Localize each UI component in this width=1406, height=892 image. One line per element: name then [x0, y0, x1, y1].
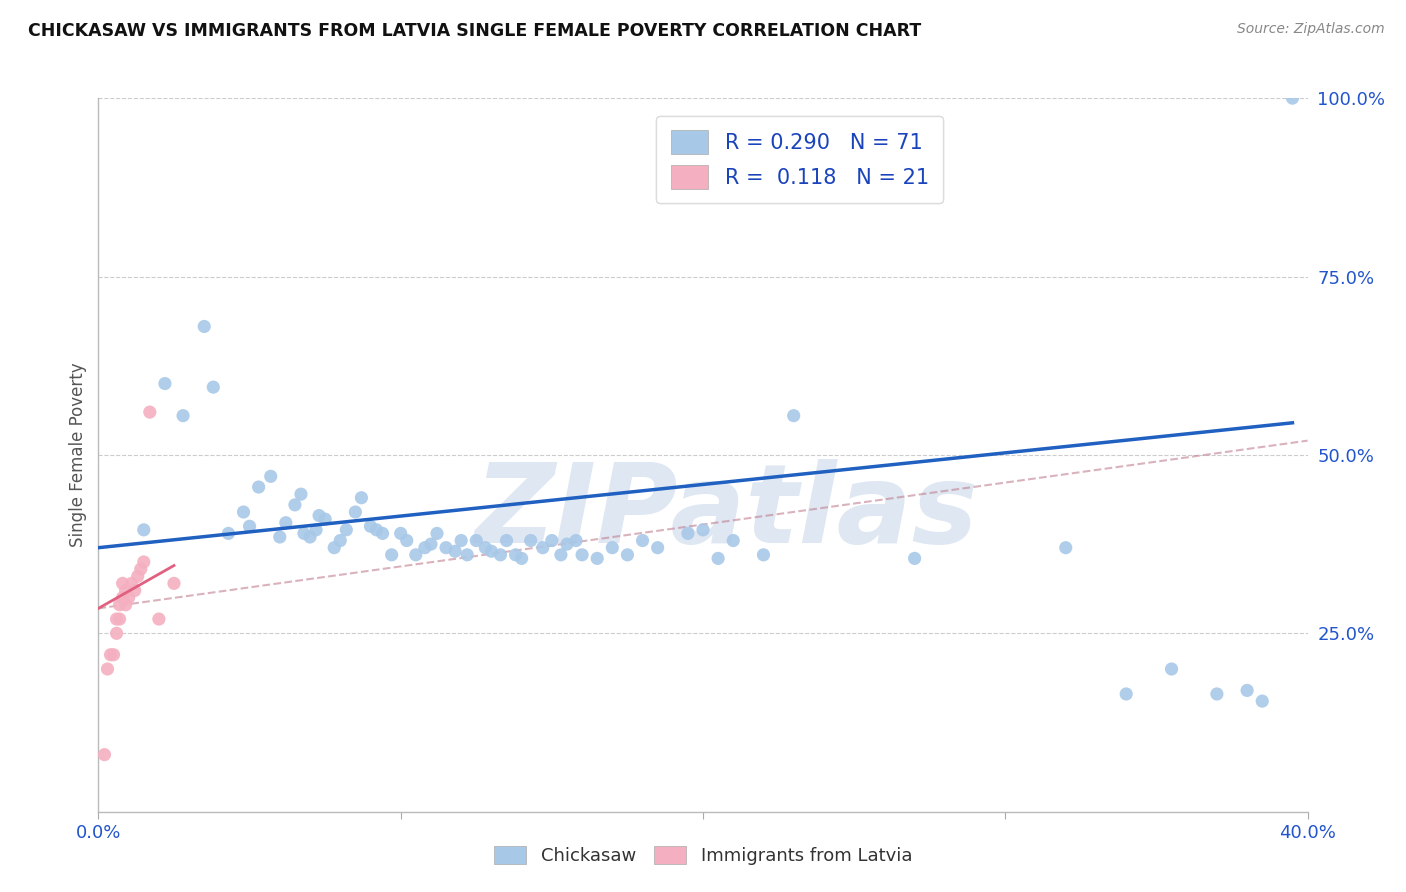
- Point: [531, 541, 554, 555]
- Point: [105, 626, 128, 640]
- Point: [350, 491, 373, 505]
- Y-axis label: Single Female Poverty: Single Female Poverty: [69, 363, 87, 547]
- Point: [114, 598, 136, 612]
- Point: [1251, 694, 1274, 708]
- Point: [121, 576, 143, 591]
- Point: [108, 612, 131, 626]
- Point: [103, 648, 125, 662]
- Point: [395, 533, 418, 548]
- Point: [127, 569, 149, 583]
- Point: [284, 498, 307, 512]
- Point: [465, 533, 488, 548]
- Point: [108, 598, 131, 612]
- Point: [616, 548, 638, 562]
- Point: [489, 548, 512, 562]
- Point: [308, 508, 330, 523]
- Point: [707, 551, 730, 566]
- Point: [413, 541, 436, 555]
- Point: [232, 505, 254, 519]
- Point: [782, 409, 804, 423]
- Point: [540, 533, 562, 548]
- Point: [555, 537, 578, 551]
- Point: [450, 533, 472, 548]
- Point: [292, 526, 315, 541]
- Point: [1206, 687, 1229, 701]
- Point: [329, 533, 352, 548]
- Point: [550, 548, 572, 562]
- Point: [132, 523, 155, 537]
- Text: Source: ZipAtlas.com: Source: ZipAtlas.com: [1237, 22, 1385, 37]
- Point: [129, 562, 152, 576]
- Point: [571, 548, 593, 562]
- Point: [752, 548, 775, 562]
- Point: [1281, 91, 1303, 105]
- Point: [217, 526, 239, 541]
- Point: [586, 551, 609, 566]
- Point: [505, 548, 527, 562]
- Point: [631, 533, 654, 548]
- Point: [444, 544, 467, 558]
- Point: [721, 533, 744, 548]
- Point: [676, 526, 699, 541]
- Point: [269, 530, 291, 544]
- Point: [371, 526, 394, 541]
- Point: [105, 612, 128, 626]
- Text: CHICKASAW VS IMMIGRANTS FROM LATVIA SINGLE FEMALE POVERTY CORRELATION CHART: CHICKASAW VS IMMIGRANTS FROM LATVIA SING…: [28, 22, 921, 40]
- Point: [389, 526, 412, 541]
- Point: [202, 380, 225, 394]
- Point: [93, 747, 115, 762]
- Point: [344, 505, 367, 519]
- Point: [247, 480, 270, 494]
- Point: [124, 583, 146, 598]
- Point: [1115, 687, 1137, 701]
- Point: [495, 533, 517, 548]
- Point: [602, 541, 624, 555]
- Point: [260, 469, 283, 483]
- Point: [335, 523, 357, 537]
- Point: [290, 487, 312, 501]
- Point: [96, 662, 118, 676]
- Point: [381, 548, 404, 562]
- Point: [419, 537, 441, 551]
- Point: [111, 576, 134, 591]
- Legend: Chickasaw, Immigrants from Latvia: Chickasaw, Immigrants from Latvia: [485, 837, 921, 874]
- Point: [163, 576, 186, 591]
- Point: [1054, 541, 1077, 555]
- Point: [305, 523, 328, 537]
- Point: [323, 541, 346, 555]
- Point: [148, 612, 170, 626]
- Point: [692, 523, 714, 537]
- Point: [132, 555, 155, 569]
- Point: [481, 544, 503, 558]
- Point: [1236, 683, 1258, 698]
- Point: [474, 541, 496, 555]
- Point: [510, 551, 533, 566]
- Point: [904, 551, 927, 566]
- Point: [299, 530, 322, 544]
- Point: [100, 648, 122, 662]
- Legend: R = 0.290   N = 71, R =  0.118   N = 21: R = 0.290 N = 71, R = 0.118 N = 21: [657, 116, 943, 203]
- Point: [139, 405, 162, 419]
- Point: [456, 548, 478, 562]
- Point: [314, 512, 336, 526]
- Point: [274, 516, 297, 530]
- Point: [519, 533, 541, 548]
- Point: [172, 409, 194, 423]
- Point: [239, 519, 262, 533]
- Point: [111, 591, 134, 605]
- Point: [434, 541, 457, 555]
- Point: [118, 591, 141, 605]
- Point: [114, 583, 136, 598]
- Text: ZIPatlas: ZIPatlas: [475, 458, 979, 566]
- Point: [647, 541, 669, 555]
- Point: [565, 533, 588, 548]
- Point: [193, 319, 215, 334]
- Point: [1160, 662, 1182, 676]
- Point: [153, 376, 176, 391]
- Point: [405, 548, 427, 562]
- Point: [360, 519, 382, 533]
- Point: [426, 526, 449, 541]
- Point: [366, 523, 388, 537]
